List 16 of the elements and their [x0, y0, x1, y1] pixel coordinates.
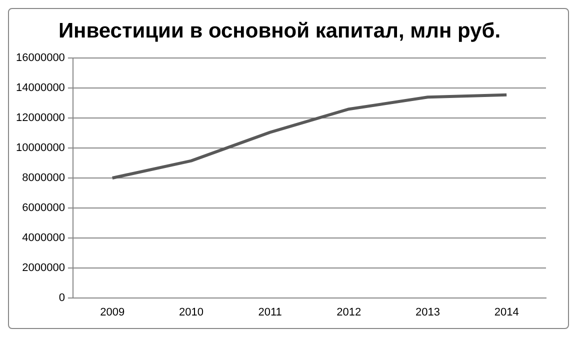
y-tick-label: 6000000 — [22, 202, 65, 214]
y-tick-label: 2000000 — [22, 262, 65, 274]
y-tick-label: 16000000 — [16, 52, 65, 64]
y-tick-label: 8000000 — [22, 172, 65, 184]
x-tick-label: 2011 — [258, 306, 282, 318]
chart-title: Инвестиции в основной капитал, млн руб. — [58, 19, 501, 42]
x-tick-label: 2010 — [178, 306, 204, 318]
y-tick-label: 4000000 — [22, 232, 65, 244]
x-tick-label: 2014 — [494, 306, 519, 318]
x-tick-label: 2012 — [336, 306, 362, 318]
x-tick-label: 2009 — [100, 306, 125, 318]
y-tick-label: 14000000 — [16, 82, 65, 94]
y-tick-label: 12000000 — [16, 112, 65, 124]
y-tick-label: 0 — [58, 292, 65, 304]
x-tick-label: 2013 — [415, 306, 440, 318]
y-tick-label: 10000000 — [16, 142, 65, 154]
